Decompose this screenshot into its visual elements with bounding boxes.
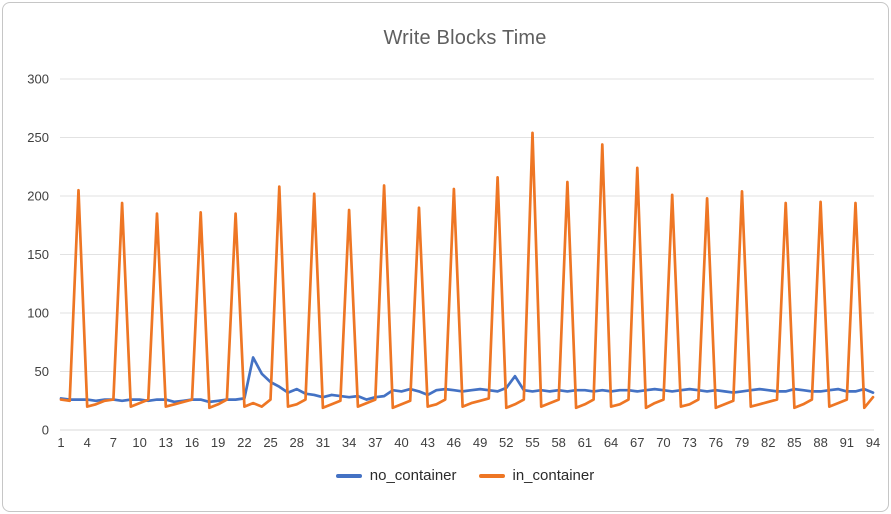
x-tick-label-76: 76	[709, 435, 723, 450]
x-tick-label-67: 67	[630, 435, 644, 450]
x-tick-label-52: 52	[499, 435, 513, 450]
y-tick-label-100: 100	[27, 306, 49, 321]
y-tick-label-150: 150	[27, 247, 49, 262]
x-tick-label-4: 4	[84, 435, 91, 450]
x-tick-label-43: 43	[420, 435, 434, 450]
x-tick-label-85: 85	[787, 435, 801, 450]
y-tick-label-200: 200	[27, 189, 49, 204]
x-tick-label-55: 55	[525, 435, 539, 450]
x-tick-label-37: 37	[368, 435, 382, 450]
x-tick-label-91: 91	[840, 435, 854, 450]
chart-plot: 0 50 100 150 200 250 300 1 4 7 10 13 16 19 22 25 28 31 34 3…	[27, 72, 880, 451]
y-tick-label-50: 50	[35, 364, 49, 379]
x-tick-label-31: 31	[316, 435, 330, 450]
x-tick-label-64: 64	[604, 435, 618, 450]
x-tick-label-94: 94	[866, 435, 880, 450]
x-tick-label-28: 28	[290, 435, 304, 450]
x-tick-label-82: 82	[761, 435, 775, 450]
no-container-line-swatch-icon	[335, 473, 362, 478]
legend-label-in-container: in_container	[512, 467, 595, 484]
legend-item-in-container: in_container	[478, 467, 595, 484]
chart-title: Write Blocks Time	[383, 27, 547, 49]
in-container-line-swatch-icon	[478, 473, 505, 478]
series-line-in_container	[59, 131, 875, 410]
x-tick-label-19: 19	[211, 435, 225, 450]
y-tick-label-0: 0	[42, 423, 49, 438]
x-tick-label-46: 46	[447, 435, 461, 450]
x-tick-label-25: 25	[263, 435, 277, 450]
x-tick-label-79: 79	[735, 435, 749, 450]
x-tick-label-7: 7	[110, 435, 117, 450]
x-tick-label-10: 10	[132, 435, 146, 450]
x-tick-label-16: 16	[185, 435, 199, 450]
x-tick-label-70: 70	[656, 435, 670, 450]
x-tick-label-49: 49	[473, 435, 487, 450]
x-tick-label-73: 73	[682, 435, 696, 450]
legend-item-no-container: no_container	[335, 467, 457, 484]
y-tick-label-250: 250	[27, 130, 49, 145]
x-tick-label-40: 40	[394, 435, 408, 450]
series-line-no_container	[59, 356, 875, 404]
legend-label-no-container: no_container	[369, 467, 457, 484]
x-tick-label-13: 13	[159, 435, 173, 450]
x-tick-label-1: 1	[57, 435, 64, 450]
chart-legend: no_container in_container	[59, 467, 871, 484]
x-tick-label-88: 88	[813, 435, 827, 450]
x-tick-label-22: 22	[237, 435, 251, 450]
x-tick-label-58: 58	[551, 435, 565, 450]
y-tick-label-300: 300	[27, 72, 49, 87]
x-tick-label-61: 61	[578, 435, 592, 450]
x-tick-label-34: 34	[342, 435, 356, 450]
